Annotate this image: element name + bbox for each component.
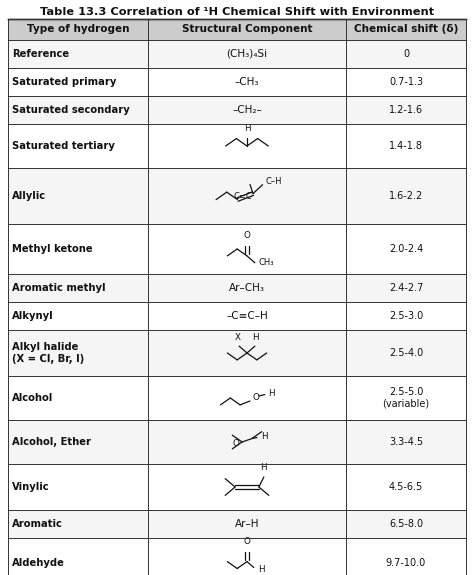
Text: 1.4-1.8: 1.4-1.8 <box>389 141 423 151</box>
Text: Alcohol, Ether: Alcohol, Ether <box>12 437 91 447</box>
Text: O: O <box>244 231 250 240</box>
Text: 0: 0 <box>403 49 409 59</box>
Text: H: H <box>253 333 259 342</box>
Text: –C≡C–H: –C≡C–H <box>226 311 268 321</box>
Text: 6.5-8.0: 6.5-8.0 <box>389 519 423 529</box>
Text: H: H <box>258 565 264 574</box>
Text: Alkynyl: Alkynyl <box>12 311 54 321</box>
Text: 9.7-10.0: 9.7-10.0 <box>386 558 426 568</box>
Text: 2.4-2.7: 2.4-2.7 <box>389 283 423 293</box>
Bar <box>8 40 466 68</box>
Bar <box>8 96 466 124</box>
Text: –CH₃: –CH₃ <box>235 77 259 87</box>
Text: Reference: Reference <box>12 49 69 59</box>
Text: H: H <box>261 463 267 472</box>
Text: Aromatic: Aromatic <box>12 519 63 529</box>
Text: O: O <box>253 393 260 402</box>
Text: Vinylic: Vinylic <box>12 482 50 492</box>
Text: Alcohol: Alcohol <box>12 393 53 403</box>
Text: 2.5-3.0: 2.5-3.0 <box>389 311 423 321</box>
Text: Saturated tertiary: Saturated tertiary <box>12 141 115 151</box>
Text: C=C: C=C <box>234 192 253 201</box>
Text: Structural Component: Structural Component <box>182 25 312 34</box>
Text: H: H <box>268 389 274 398</box>
Text: Ar–H: Ar–H <box>235 519 259 529</box>
Text: CH₃: CH₃ <box>259 258 274 267</box>
Bar <box>8 168 466 224</box>
Text: (CH₃)₄Si: (CH₃)₄Si <box>227 49 267 59</box>
Bar <box>8 538 466 575</box>
Bar <box>8 19 466 40</box>
Text: Allylic: Allylic <box>12 191 46 201</box>
Text: Table 13.3 Correlation of ¹H Chemical Shift with Environment: Table 13.3 Correlation of ¹H Chemical Sh… <box>40 7 434 17</box>
Text: Type of hydrogen: Type of hydrogen <box>27 25 129 34</box>
Text: C–H: C–H <box>265 177 282 186</box>
Text: 3.3-4.5: 3.3-4.5 <box>389 437 423 447</box>
Text: H: H <box>261 432 267 441</box>
Bar <box>8 464 466 510</box>
Text: Alkyl halide
(X = Cl, Br, I): Alkyl halide (X = Cl, Br, I) <box>12 342 84 364</box>
Text: H: H <box>244 124 250 133</box>
Text: 4.5-6.5: 4.5-6.5 <box>389 482 423 492</box>
Text: Saturated primary: Saturated primary <box>12 77 117 87</box>
Text: Ar–CH₃: Ar–CH₃ <box>229 283 265 293</box>
Bar <box>8 124 466 168</box>
Bar <box>8 376 466 420</box>
Bar <box>8 224 466 274</box>
Text: 2.0-2.4: 2.0-2.4 <box>389 244 423 254</box>
Text: Aldehyde: Aldehyde <box>12 558 65 568</box>
Text: Methyl ketone: Methyl ketone <box>12 244 92 254</box>
Text: –CH₂–: –CH₂– <box>232 105 262 115</box>
Bar <box>8 330 466 376</box>
Text: X: X <box>235 333 241 342</box>
Bar <box>8 510 466 538</box>
Text: 1.2-1.6: 1.2-1.6 <box>389 105 423 115</box>
Bar <box>8 274 466 302</box>
Text: Chemical shift (δ): Chemical shift (δ) <box>354 25 458 34</box>
Text: 1.6-2.2: 1.6-2.2 <box>389 191 423 201</box>
Text: O: O <box>244 536 250 546</box>
Text: Aromatic methyl: Aromatic methyl <box>12 283 106 293</box>
Bar <box>8 302 466 330</box>
Text: O: O <box>232 439 239 448</box>
Text: 2.5-5.0
(variable): 2.5-5.0 (variable) <box>383 387 429 409</box>
Bar <box>8 68 466 96</box>
Text: 0.7-1.3: 0.7-1.3 <box>389 77 423 87</box>
Text: Saturated secondary: Saturated secondary <box>12 105 130 115</box>
Text: 2.5-4.0: 2.5-4.0 <box>389 348 423 358</box>
Bar <box>8 420 466 464</box>
